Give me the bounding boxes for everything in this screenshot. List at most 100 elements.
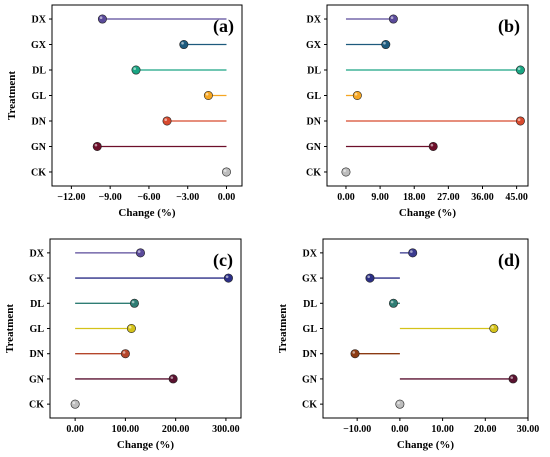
point-highlight [225, 275, 229, 279]
y-tick-label: GN [29, 374, 45, 385]
point-highlight [397, 401, 400, 405]
x-tick-label: 18.00 [403, 192, 426, 203]
x-axis-label: Change (%) [397, 439, 454, 451]
x-tick-label: −10.00 [343, 424, 371, 435]
point-highlight [122, 351, 126, 354]
x-tick-label: −12.00 [57, 192, 85, 203]
point-highlight [128, 325, 132, 329]
x-tick-label: 0.00 [337, 192, 355, 203]
point-highlight [383, 41, 386, 45]
point-highlight [133, 67, 137, 71]
y-axis-label: Treatment [4, 304, 16, 353]
x-tick-label: −3.00 [176, 192, 199, 203]
point-ck [221, 167, 231, 177]
point-gx [223, 273, 233, 283]
x-tick-label: 0.00 [66, 424, 84, 435]
y-tick-label: CK [31, 167, 46, 178]
x-axis-label: Change (%) [117, 439, 174, 451]
point-dl [129, 298, 139, 308]
y-tick-label: DN [32, 116, 47, 127]
y-tick-label: DN [30, 349, 45, 360]
y-tick-label: DL [30, 299, 44, 310]
point-gx [365, 273, 375, 283]
point-highlight [390, 16, 394, 20]
point-highlight [491, 325, 494, 329]
point-highlight [410, 250, 413, 253]
point-dx [135, 248, 145, 258]
y-tick-label: DL [307, 66, 321, 77]
y-tick-label: DX [303, 248, 318, 259]
y-tick-label: GL [32, 91, 47, 102]
x-tick-label: 27.00 [437, 192, 460, 203]
y-tick-label: GN [306, 142, 322, 153]
x-tick-label: 45.00 [505, 192, 528, 203]
point-highlight [131, 300, 135, 304]
y-tick-label: DL [32, 66, 46, 77]
point-highlight [352, 351, 356, 354]
y-tick-label: GL [307, 91, 322, 102]
point-gn [508, 374, 518, 384]
y-tick-label: GX [31, 40, 47, 51]
point-dn [162, 116, 172, 126]
point-highlight [223, 169, 227, 172]
chart-panel-2: DX GX DL GL DN GN CK 0.00 9.00 18.00 27.00 36.00 45.… [306, 4, 529, 219]
y-tick-label: GL [303, 324, 318, 335]
y-tick-label: DN [303, 349, 318, 360]
point-highlight [94, 143, 98, 147]
x-tick-label: 30.00 [517, 424, 540, 435]
chart-panel-4: DX GX DL GL DN GN CK −10.00 0.00 10.00 20.00 30.00 C… [277, 238, 540, 451]
x-tick-label: −6.00 [137, 192, 160, 203]
point-gl [489, 323, 499, 333]
point-highlight [99, 16, 103, 20]
point-highlight [170, 376, 174, 379]
x-tick-label: 10.00 [431, 424, 454, 435]
point-highlight [205, 92, 209, 96]
point-dl [388, 298, 398, 308]
y-tick-label: DX [307, 15, 322, 26]
point-ck [395, 399, 405, 409]
point-gl [352, 91, 362, 101]
chart-panel-3: DX GX DL GL DN GN CK 0.00 100.00 200.00 300.00 Chan… [4, 238, 242, 451]
y-axis-label: Treatment [6, 71, 18, 120]
y-tick-label: GL [30, 324, 45, 335]
y-tick-label: GN [302, 374, 318, 385]
x-tick-label: 200.00 [162, 424, 190, 435]
point-highlight [367, 275, 370, 279]
chart-panel-1: DX GX DL GL DN GN CK −12.00 −9.00 −6.00 −3.00 0.00 C… [6, 4, 243, 219]
y-tick-label: GN [31, 142, 47, 153]
point-highlight [354, 92, 358, 96]
panel-label: (c) [213, 250, 233, 271]
panel-label: (a) [213, 16, 234, 37]
y-tick-label: CK [302, 400, 317, 411]
x-tick-label: 9.00 [371, 192, 389, 203]
point-highlight [430, 143, 434, 147]
point-gl [126, 323, 136, 333]
point-dl [515, 65, 525, 75]
point-ck [341, 167, 351, 177]
x-axis-label: Change (%) [399, 207, 456, 219]
y-tick-label: CK [29, 400, 44, 411]
x-tick-label: 300.00 [212, 424, 240, 435]
x-tick-label: −9.00 [99, 192, 122, 203]
x-tick-label: 0.00 [218, 192, 236, 203]
panel-label: (b) [498, 16, 520, 37]
point-ck [70, 399, 80, 409]
point-dn [120, 349, 130, 359]
y-tick-label: CK [306, 167, 321, 178]
point-gl [203, 91, 213, 101]
y-tick-label: GX [306, 40, 322, 51]
point-gn [168, 374, 178, 384]
point-highlight [390, 300, 394, 304]
point-highlight [181, 41, 184, 45]
x-tick-label: 36.00 [471, 192, 494, 203]
point-dx [408, 248, 418, 258]
point-gn [92, 141, 102, 151]
point-gx [179, 40, 189, 50]
y-tick-label: DL [303, 299, 317, 310]
panel-label: (d) [498, 250, 520, 271]
y-axis-label: Treatment [277, 304, 289, 353]
point-highlight [510, 376, 514, 379]
x-tick-label: 100.00 [112, 424, 140, 435]
point-highlight [343, 169, 346, 172]
